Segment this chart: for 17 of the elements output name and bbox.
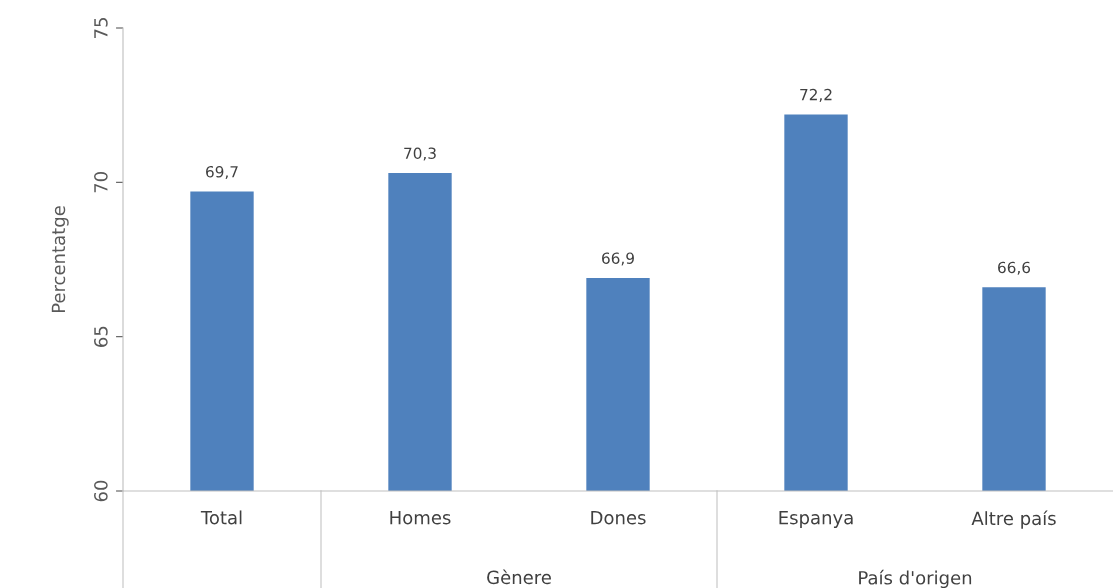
x-tick-label: Homes [390, 511, 451, 525]
data-label: 72,2 [800, 88, 832, 102]
y-tick-label: 65 [94, 326, 108, 347]
x-tick-label: Dones [591, 511, 646, 525]
data-label: 66,9 [602, 252, 634, 266]
y-tick-label: 75 [94, 18, 108, 39]
text: Gènere [487, 569, 551, 585]
x-tick-label: Altre país [971, 510, 1056, 529]
data-label: 66,6 [998, 261, 1031, 275]
data-label: 70,3 [404, 147, 436, 161]
data-label: 69,7 [206, 165, 238, 180]
text: País d'origen [859, 569, 972, 588]
y-tick-label: 60 [94, 480, 108, 502]
y-tick-label: 70 [94, 172, 108, 193]
x-tick-label: Espanya [779, 511, 853, 528]
x-tick-label: Total [200, 510, 242, 525]
y-axis-title: Percentatge [51, 206, 69, 313]
